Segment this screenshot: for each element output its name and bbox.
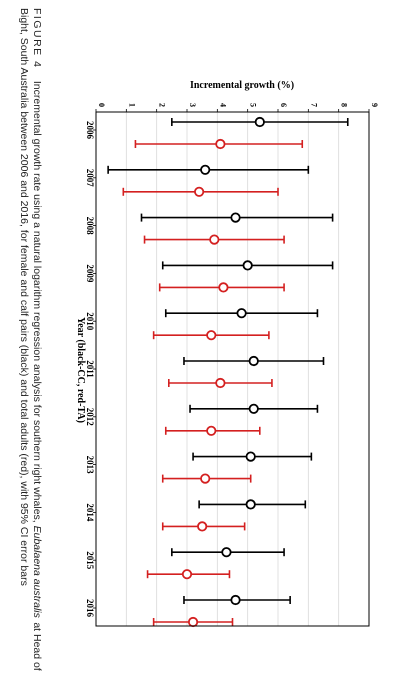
value-tick-label: 0: [97, 103, 106, 107]
data-point: [230, 212, 241, 223]
data-point: [218, 282, 229, 293]
plot-area: [96, 112, 369, 626]
series-ta: [122, 138, 304, 628]
value-tick-label: 1: [127, 103, 136, 107]
caption-species: Eubalaena australis: [31, 526, 43, 619]
value-tick-label: 7: [309, 103, 318, 107]
rotated-error-bar-chart: 0 1 2 3 4 5 6 7 8 9 2006 2007 2008 2009 2010 2011 2012 20…: [75, 80, 379, 628]
year-tick-label: 2014: [85, 503, 95, 522]
data-point: [181, 569, 193, 580]
svg-text:FIGURE 4 Incremental gro: FIGURE 4 Incremental growth rate using a…: [30, 8, 47, 671]
data-point: [215, 377, 226, 389]
data-point: [194, 186, 205, 197]
data-point: [197, 521, 208, 532]
data-point: [200, 164, 211, 175]
data-point: [187, 616, 199, 628]
data-point: [206, 425, 217, 436]
caption-line1-end: at Head of: [31, 622, 43, 671]
caption: FIGURE 4 Incremental growth rate using a…: [18, 8, 47, 671]
year-tick-label: 2013: [85, 456, 95, 475]
series-layer: [107, 116, 349, 628]
value-tick-label: 9: [370, 103, 379, 107]
data-point: [206, 330, 217, 341]
data-point: [200, 473, 211, 484]
value-tick-label: 2: [158, 103, 167, 107]
caption-line1-start: Incremental growth rate using a natural …: [31, 81, 43, 526]
data-point: [245, 451, 256, 462]
data-point: [230, 594, 241, 606]
value-tick-label: 6: [279, 103, 288, 107]
data-point: [248, 403, 259, 414]
y-axis-title: Incremental growth (%): [190, 80, 294, 91]
value-tick-label: 8: [340, 103, 349, 107]
data-point: [215, 138, 226, 150]
data-point: [242, 260, 253, 271]
data-point: [221, 547, 232, 558]
year-tick-label: 2008: [85, 217, 95, 236]
caption-line2: Bight, South Australia between 2006 and …: [18, 8, 30, 586]
series-cc: [107, 116, 349, 606]
data-point: [236, 308, 247, 319]
data-point: [254, 116, 265, 128]
value-tick-label: 5: [249, 103, 258, 107]
year-tick-label: 2016: [85, 599, 95, 618]
data-point: [209, 234, 220, 245]
year-tick-label: 2012: [85, 408, 95, 427]
year-tick-label: 2015: [85, 551, 95, 570]
axes: 0 1 2 3 4 5 6 7 8 9 2006 2007 2008 2009 2010 2011 2012 20…: [85, 103, 379, 627]
year-tick-label: 2010: [85, 312, 95, 331]
year-tick-label: 2011: [85, 360, 95, 378]
caption-label: FIGURE 4: [31, 8, 43, 68]
value-tick-label: 4: [218, 103, 227, 107]
year-tick-label: 2007: [85, 169, 95, 188]
x-axis-title: Year (black-CC, red-TA): [75, 317, 86, 423]
year-tick-label: 2009: [85, 264, 95, 283]
data-point: [248, 355, 259, 367]
data-point: [245, 499, 256, 510]
year-tick-label: 2006: [85, 121, 95, 140]
value-tick-label: 3: [188, 103, 197, 107]
